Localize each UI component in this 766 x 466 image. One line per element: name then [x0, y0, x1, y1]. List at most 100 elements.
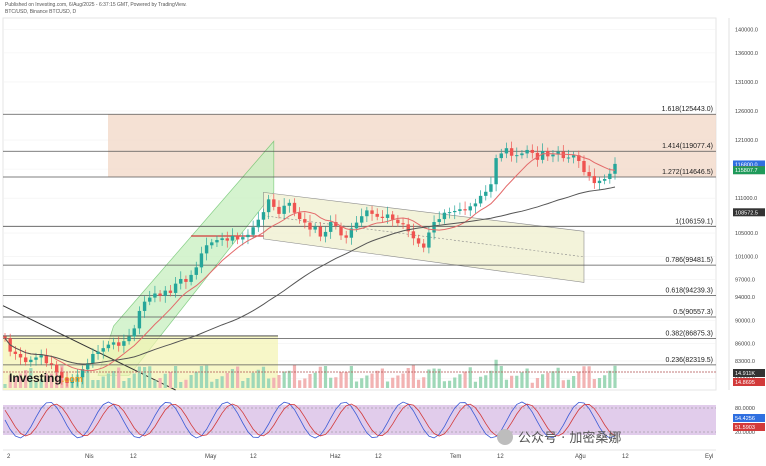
volume-bar — [463, 371, 467, 388]
candle-body — [478, 195, 483, 204]
candle-body — [148, 297, 152, 302]
candle-body — [292, 202, 297, 213]
candle-body — [3, 336, 7, 339]
candle-body — [241, 237, 245, 240]
volume-bar — [334, 377, 338, 388]
candle-body — [163, 290, 167, 296]
volume-bar — [437, 368, 441, 388]
candle-body — [432, 222, 436, 233]
price-tick-label: 126000.0 — [735, 109, 758, 115]
candle-body — [437, 219, 441, 223]
volume-bar — [473, 381, 478, 388]
candle-body — [34, 357, 38, 360]
volume-bar — [468, 367, 472, 388]
volume-bar — [179, 382, 183, 388]
volume-bar — [360, 378, 364, 388]
candle-body — [39, 355, 43, 358]
volume-bar — [510, 375, 514, 388]
candle-body — [530, 149, 534, 153]
volume-bar — [173, 366, 178, 388]
candle-body — [23, 357, 28, 363]
volume-bar — [267, 378, 271, 388]
candle-body — [75, 377, 80, 381]
indicator-badge — [733, 369, 765, 377]
volume-bar — [344, 372, 348, 388]
candle-body — [323, 231, 328, 237]
candle-body — [334, 222, 338, 227]
candle-body — [525, 149, 529, 154]
volume-bar — [127, 378, 131, 388]
volume-bar — [168, 372, 173, 388]
volume-bar — [525, 368, 529, 388]
time-tick-label: Nis — [85, 454, 94, 460]
price-tick-label: 105000.0 — [735, 231, 758, 237]
candle-body — [297, 212, 302, 220]
candle-body — [44, 355, 49, 364]
candle-body — [370, 210, 374, 214]
candle-body — [65, 377, 69, 384]
volume-bar — [205, 365, 209, 388]
fib-label: 0.786(99481.5) — [666, 257, 713, 264]
volume-bar — [303, 378, 307, 388]
candle-body — [91, 353, 95, 364]
price-tick-label: 131000.0 — [735, 80, 758, 86]
volume-bar — [385, 381, 390, 388]
volume-bar — [24, 370, 28, 388]
candle-body — [251, 227, 255, 235]
fib-label: 1.272(114646.5) — [662, 169, 713, 176]
price-badge — [733, 208, 765, 217]
candle-body — [458, 209, 462, 211]
stoch-badge — [733, 423, 765, 431]
volume-bar — [541, 374, 545, 388]
candle-body — [29, 359, 33, 363]
volume-bar — [210, 381, 214, 388]
candle-body — [427, 232, 431, 248]
volume-bar — [189, 375, 193, 388]
volume-bar — [427, 369, 431, 388]
candle-body — [602, 179, 607, 181]
time-tick-label: 2 — [7, 454, 11, 460]
candle-body — [515, 155, 519, 157]
candle-body — [106, 344, 111, 349]
time-tick-label: May — [205, 454, 216, 460]
volume-bar — [566, 379, 571, 388]
price-badge-label: 108572.5 — [735, 210, 758, 216]
candle-body — [416, 238, 421, 244]
volume-bar — [592, 379, 596, 388]
candle-body — [422, 243, 426, 248]
candle-body — [210, 242, 214, 246]
volume-bar — [504, 379, 509, 388]
volume-bar — [163, 373, 167, 388]
volume-bar — [298, 380, 302, 388]
candle-body — [577, 155, 581, 161]
volume-bar — [117, 367, 121, 388]
candle-body — [18, 353, 23, 358]
volume-bar — [101, 376, 105, 388]
volume-bar — [396, 375, 400, 388]
stoch-badge — [733, 414, 765, 422]
candle-body — [380, 216, 385, 218]
candle-body — [235, 235, 240, 240]
volume-bar — [478, 376, 483, 388]
volume-bar — [148, 366, 152, 388]
price-badge-label: 116800.0 — [735, 162, 758, 168]
candle-body — [122, 341, 126, 346]
indicator-badge — [733, 378, 765, 386]
volume-bar — [313, 372, 317, 388]
candle-body — [556, 151, 560, 155]
fib-label: 1(106159.1) — [675, 218, 713, 225]
volume-bar — [199, 366, 204, 388]
candle-body — [411, 231, 416, 239]
volume-bar — [401, 373, 405, 388]
candle-body — [613, 163, 617, 174]
fib-label: 0.5(90557.3) — [673, 309, 713, 316]
candle-body — [447, 212, 452, 214]
volume-bar — [587, 366, 591, 388]
volume-bar — [556, 367, 560, 388]
indicator-badge-label: 14.911K — [735, 371, 755, 377]
price-tick-label: 121000.0 — [735, 138, 758, 144]
volume-bar — [153, 380, 157, 388]
volume-bar — [18, 373, 23, 388]
price-tick-label: 140000.0 — [735, 28, 758, 34]
fib-label: 0.236(82319.5) — [666, 357, 713, 364]
